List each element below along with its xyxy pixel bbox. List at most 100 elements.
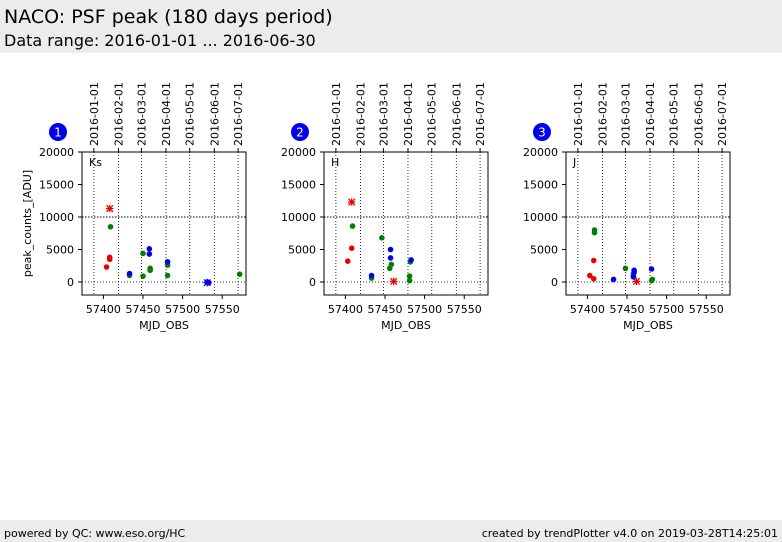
y-tick-label: 20000: [281, 146, 316, 159]
y-tick-label: 10000: [39, 211, 74, 224]
x-tick-label: 57550: [689, 303, 724, 316]
footer-created-by: created by trendPlotter v4.0 on 2019-03-…: [481, 527, 778, 540]
y-tick-label: 5000: [288, 244, 316, 257]
y-tick-label: 0: [309, 276, 316, 289]
date-tick-label: 2016-01-01: [330, 82, 343, 146]
panel-badge: [533, 123, 551, 141]
data-point: [140, 273, 146, 279]
data-point: [348, 245, 355, 251]
panel-badge-number: 1: [54, 126, 62, 140]
data-point-star: [203, 278, 211, 287]
date-tick-label: 2016-01-01: [572, 82, 585, 146]
date-tick-label: 2016-05-01: [426, 82, 439, 146]
x-tick-label: 57450: [126, 303, 161, 316]
y-tick-label: 10000: [523, 211, 558, 224]
band-label: J: [572, 156, 576, 169]
chart-panel-3: 0 5000 10000 15000 20000 57400 57450 57500 57550…: [523, 82, 731, 332]
panel-badge: [291, 123, 309, 141]
date-tick-label: 2016-02-01: [112, 82, 125, 146]
page-title: NACO: PSF peak (180 days period): [4, 6, 333, 28]
data-point: [146, 246, 153, 252]
x-tick-label: 57500: [649, 303, 684, 316]
plot-frame: [323, 151, 489, 296]
header-bar: NACO: PSF peak (180 days period) Data ra…: [0, 0, 782, 53]
x-tick-label: 57400: [86, 303, 121, 316]
footer-powered-by: powered by QC: www.eso.org/HC: [4, 527, 186, 540]
date-tick-label: 2016-07-01: [474, 82, 487, 146]
data-point: [164, 259, 171, 265]
data-point: [590, 275, 597, 282]
data-point: [107, 223, 114, 230]
date-tick-label: 2016-07-01: [232, 82, 245, 146]
date-tick-label: 2016-06-01: [450, 82, 463, 146]
footer-bar: powered by QC: www.eso.org/HC created by…: [0, 520, 782, 542]
date-tick-label: 2016-02-01: [354, 82, 367, 146]
panel-badge-number: 3: [538, 126, 546, 140]
data-point: [586, 272, 593, 279]
y-tick-label: 5000: [530, 244, 558, 257]
data-point: [388, 261, 395, 268]
x-tick-label: 57550: [447, 303, 482, 316]
data-point: [147, 265, 153, 272]
data-point: [649, 276, 656, 283]
x-tick-label: 57450: [610, 303, 645, 316]
date-tick-label: 2016-03-01: [377, 82, 390, 146]
data-point: [591, 229, 598, 236]
date-tick-label: 2016-05-01: [184, 82, 197, 146]
chart-panel-1: 0 5000 10000 15000 20000 57400 57450 57500 57550…: [21, 82, 247, 332]
y-tick-label: 15000: [39, 179, 74, 192]
band-label: Ks: [89, 156, 102, 169]
data-point-star: [348, 198, 356, 206]
data-point: [106, 254, 113, 261]
y-tick-label: 15000: [523, 179, 558, 192]
data-point: [590, 257, 597, 264]
data-point: [146, 251, 153, 257]
x-tick-label: 57500: [407, 303, 442, 316]
data-point: [103, 264, 110, 270]
data-point: [164, 272, 171, 279]
chart-panel-2: 0 5000 10000 15000 20000 57400 57450 57500 57550…: [281, 82, 489, 332]
x-tick-label: 57500: [165, 303, 200, 316]
x-axis-label: MJD_OBS: [139, 319, 189, 332]
x-axis-label: MJD_OBS: [381, 319, 431, 332]
data-point: [630, 274, 637, 280]
data-point: [126, 270, 133, 277]
data-point: [622, 265, 629, 272]
data-range-subtitle: Data range: 2016-01-01 ... 2016-06-30: [4, 31, 316, 50]
y-tick-label: 5000: [46, 244, 74, 257]
data-point: [387, 246, 394, 253]
date-tick-label: 2016-01-01: [88, 82, 101, 146]
data-point: [406, 277, 413, 284]
y-tick-label: 20000: [39, 146, 74, 159]
data-point: [610, 276, 617, 283]
data-point: [631, 269, 637, 276]
plot-frame: [81, 151, 247, 296]
data-point: [387, 255, 394, 261]
y-tick-label: 0: [67, 276, 74, 289]
data-point: [349, 223, 356, 229]
data-point: [408, 257, 414, 263]
data-point: [648, 266, 655, 272]
x-tick-label: 57400: [328, 303, 363, 316]
date-tick-label: 2016-04-01: [644, 82, 657, 146]
y-tick-label: 10000: [281, 211, 316, 224]
date-tick-label: 2016-07-01: [716, 82, 729, 146]
x-tick-label: 57450: [368, 303, 403, 316]
band-label: H: [331, 156, 339, 169]
y-axis-label: peak_counts_[ADU]: [21, 170, 34, 277]
y-tick-label: 15000: [281, 179, 316, 192]
data-point: [344, 258, 351, 264]
date-tick-label: 2016-05-01: [668, 82, 681, 146]
date-tick-label: 2016-06-01: [208, 82, 221, 146]
date-tick-label: 2016-04-01: [160, 82, 173, 146]
date-tick-label: 2016-02-01: [596, 82, 609, 146]
data-point: [236, 271, 243, 277]
data-point: [379, 235, 385, 241]
data-point: [406, 273, 413, 279]
x-tick-label: 57400: [570, 303, 605, 316]
panel-badge: [49, 123, 67, 141]
date-tick-label: 2016-03-01: [135, 82, 148, 146]
y-tick-label: 20000: [523, 146, 558, 159]
panel-badge-number: 2: [296, 126, 304, 140]
